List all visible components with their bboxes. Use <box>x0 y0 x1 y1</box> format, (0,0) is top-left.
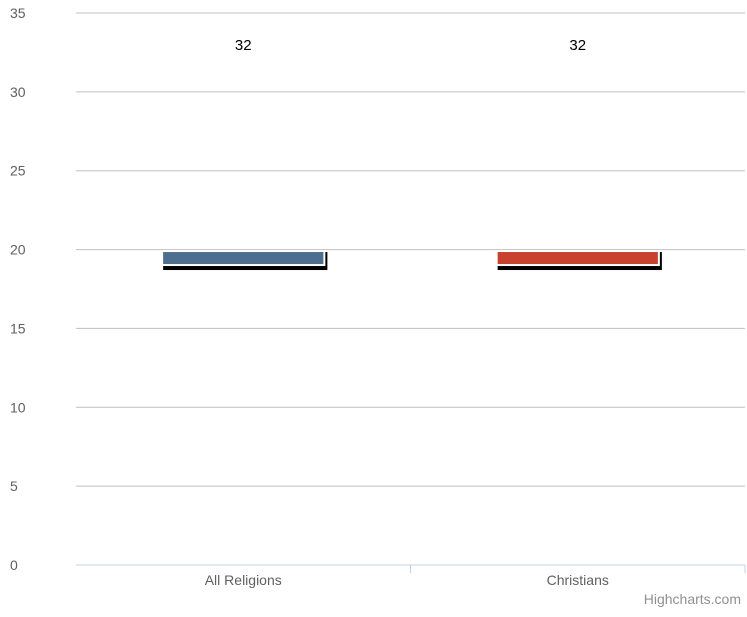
y-tick-label: 15 <box>10 320 26 336</box>
bar[interactable] <box>161 250 328 271</box>
gridlines <box>76 12 745 487</box>
y-axis: 0 5 10 15 20 25 30 35 <box>10 5 26 573</box>
y-tick-label: 35 <box>10 5 26 21</box>
data-label: 32 <box>569 37 586 54</box>
y-tick-label: 0 <box>10 557 18 573</box>
bar-series <box>161 250 662 271</box>
bar-fill <box>161 250 326 267</box>
y-tick-label: 10 <box>10 399 26 415</box>
x-axis: All Religions Christians <box>76 564 746 588</box>
data-label: 32 <box>235 37 252 54</box>
y-tick-label: 20 <box>10 242 26 258</box>
y-tick-label: 5 <box>10 478 18 494</box>
y-tick-label: 25 <box>10 163 26 179</box>
data-labels: 32 32 <box>235 37 586 54</box>
bar-fill <box>495 250 660 267</box>
x-tick-label: Christians <box>547 572 609 588</box>
bar[interactable] <box>495 250 662 271</box>
x-tick-label: All Religions <box>205 572 282 588</box>
y-tick-label: 30 <box>10 84 26 100</box>
credits-link[interactable]: Highcharts.com <box>643 591 741 607</box>
